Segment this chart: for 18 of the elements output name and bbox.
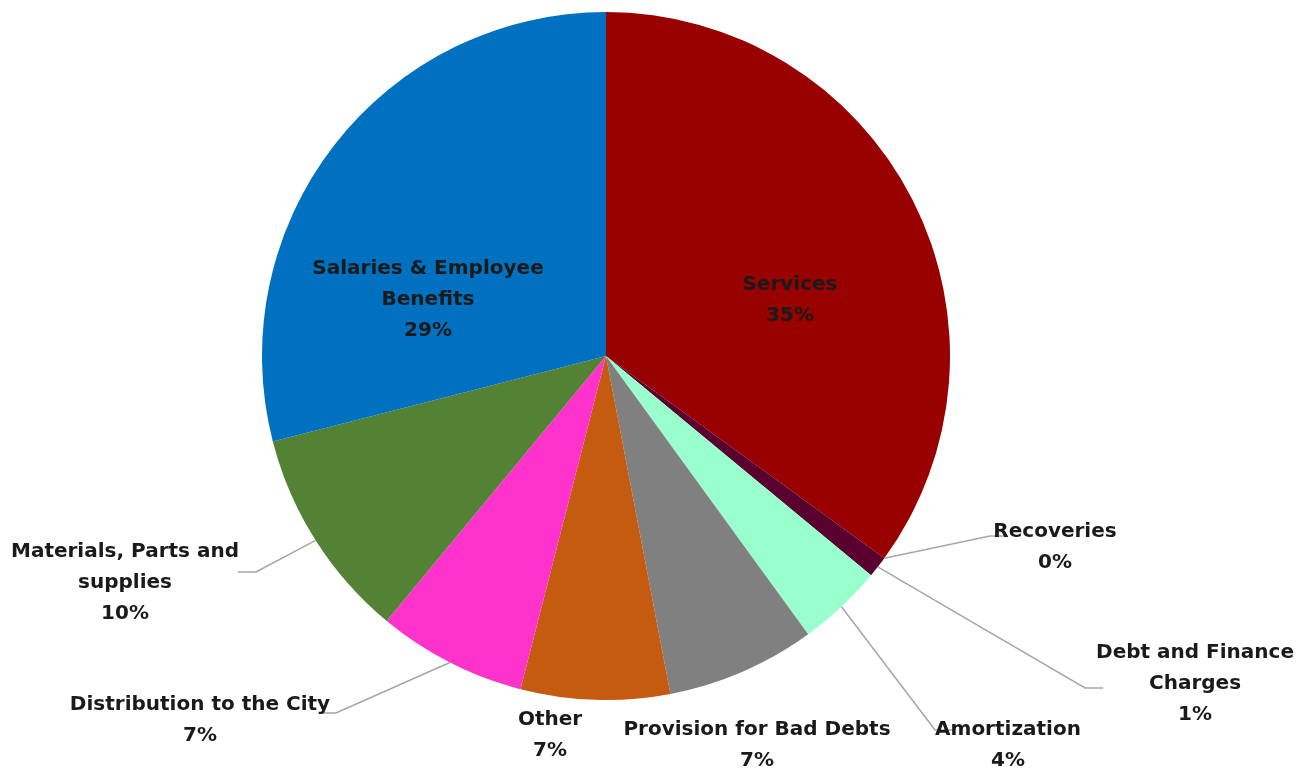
slice-label: Salaries & Employee Benefits	[312, 255, 544, 311]
data-label: 10%	[101, 600, 149, 625]
category-label: Recoveries	[993, 517, 1117, 542]
data-label: 7%	[740, 746, 774, 771]
data-label: 7%	[533, 736, 567, 761]
slice-label: Other	[517, 705, 583, 730]
slice-label: Debt and Finance Charges	[1096, 639, 1294, 695]
slice-label: Distribution to the City	[69, 690, 331, 715]
slice-label: Services	[742, 270, 838, 295]
data-label: 35%	[766, 301, 814, 326]
data-label: 4%	[991, 746, 1025, 771]
data-label: 1%	[1178, 701, 1212, 726]
data-label: 29%	[404, 317, 452, 342]
slice-label: Provision for Bad Debts	[623, 715, 891, 740]
slice-label: Materials, Parts and supplies	[10, 538, 240, 594]
text: 0%	[1038, 548, 1072, 573]
data-label: 7%	[183, 721, 217, 746]
slice-label: Amortization	[935, 715, 1081, 740]
